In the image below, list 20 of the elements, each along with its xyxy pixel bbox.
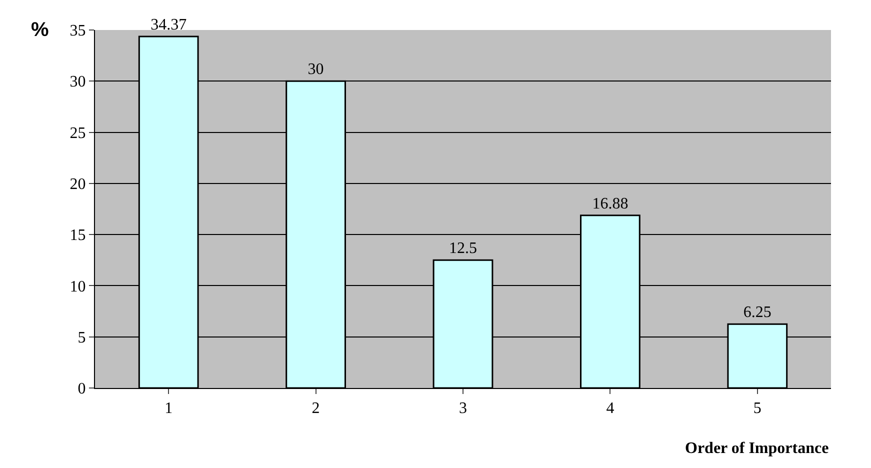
x-tick-label: 5 [753,400,762,418]
y-axis-title: % [31,19,49,41]
data-label: 34.37 [150,16,187,34]
x-tick-label: 2 [312,400,320,418]
y-tick-label: 20 [70,176,86,194]
x-axis-title: Order of Importance [685,440,829,457]
data-label: 16.88 [592,195,628,212]
data-label: 6.25 [743,304,772,322]
y-tick-label: 30 [70,74,86,91]
y-tick-label: 35 [70,22,86,40]
y-tick-label: 15 [70,227,86,244]
x-tick-label: 4 [606,400,614,418]
y-tick-label: 5 [78,329,86,346]
y-tick-label: 10 [70,278,86,296]
data-label: 12.5 [449,240,477,258]
data-label: 30 [308,61,324,78]
x-tick-label: 3 [459,400,467,418]
x-tick-label: 1 [164,400,173,418]
y-tick-label: 0 [78,380,86,398]
y-tick-label: 25 [70,124,86,142]
